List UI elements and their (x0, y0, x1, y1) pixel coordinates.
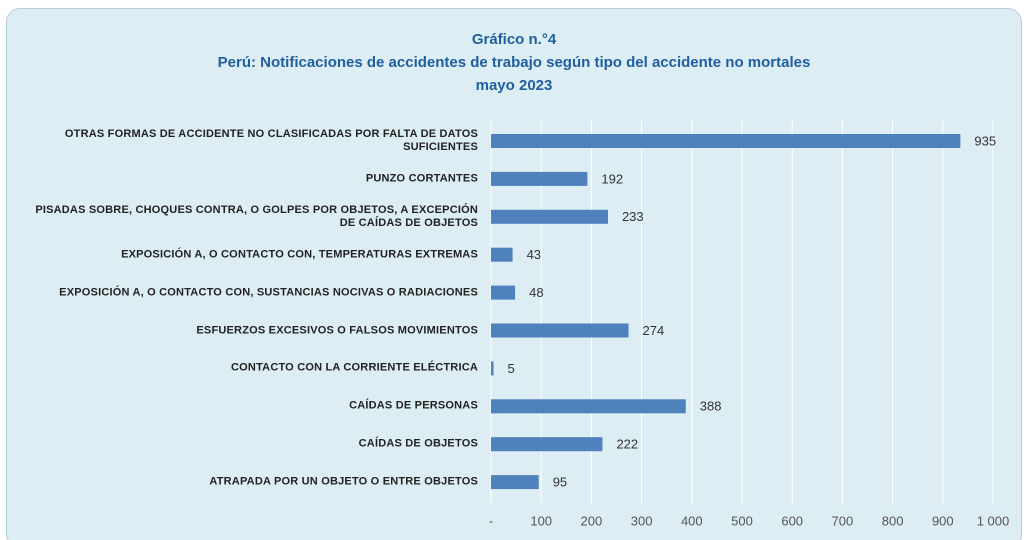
x-tick-label: 700 (832, 513, 854, 528)
x-tick-label: - (489, 513, 493, 528)
bar (491, 134, 961, 148)
data-label: 222 (616, 437, 638, 452)
y-tick-label: EXPOSICIÓN A, O CONTACTO CON, TEMPERATUR… (121, 248, 478, 261)
data-label: 48 (529, 285, 543, 300)
x-tick-label: 900 (932, 513, 954, 528)
y-tick-label: CAÍDAS DE OBJETOS (358, 437, 478, 450)
data-label: 95 (553, 475, 567, 490)
y-tick-label: OTRAS FORMAS DE ACCIDENTE NO CLASIFICADA… (64, 128, 478, 153)
bar (491, 209, 608, 224)
bar (491, 323, 629, 338)
chart-subtitle: mayo 2023 (475, 77, 553, 94)
chart-title: Gráfico n.°4 (471, 31, 557, 48)
data-label: 43 (527, 247, 541, 262)
x-tick-label: 600 (781, 513, 803, 528)
bar (491, 399, 686, 414)
bar (491, 475, 539, 490)
data-label: 233 (622, 209, 644, 224)
y-tick-label: EXPOSICIÓN A, O CONTACTO CON, SUSTANCIAS… (59, 286, 478, 299)
x-tick-label: 800 (882, 513, 904, 528)
bar (491, 171, 588, 186)
y-tick-label: ATRAPADA POR UN OBJETO O ENTRE OBJETOS (209, 475, 478, 488)
y-tick-label: CAÍDAS DE PERSONAS (349, 399, 478, 412)
x-tick-label: 200 (581, 513, 603, 528)
y-tick-label: PUNZO CORTANTES (365, 172, 478, 185)
data-label: 192 (601, 171, 623, 186)
data-label: 274 (643, 323, 665, 338)
x-tick-label: 400 (681, 513, 703, 528)
y-tick-label: ESFUERZOS EXCESIVOS O FALSOS MOVIMIENTOS (196, 324, 478, 336)
bar (491, 361, 494, 376)
bar (491, 285, 516, 300)
x-tick-label: 1 000 (977, 513, 1010, 528)
chart-panel (6, 8, 1022, 540)
y-tick-label: PISADAS SOBRE, CHOQUES CONTRA, O GOLPES … (35, 203, 478, 229)
bar (491, 247, 513, 262)
x-tick-label: 500 (731, 513, 753, 528)
data-label: 388 (700, 399, 722, 414)
data-label: 5 (508, 361, 515, 376)
x-tick-label: 300 (631, 513, 653, 528)
data-label: 935 (974, 133, 996, 148)
y-tick-label: CONTACTO CON LA CORRIENTE ELÉCTRICA (231, 361, 478, 374)
bar (491, 437, 603, 452)
chart-subtitle: Perú: Notificaciones de accidentes de tr… (217, 54, 811, 71)
x-tick-label: 100 (530, 513, 552, 528)
